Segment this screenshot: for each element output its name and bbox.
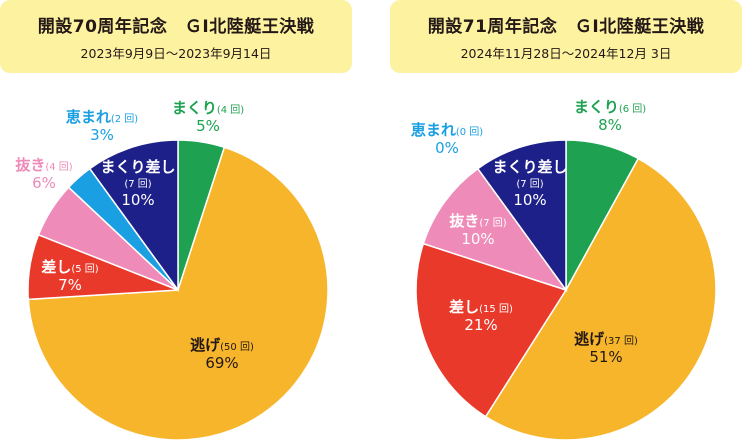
slice-pct-2023-2: 7%: [58, 276, 82, 294]
chart-header-2024: 開設71周年記念 ＧⅠ北陸艇王決戦 2024年11月28日～2024年12月 3…: [390, 0, 742, 73]
slice-name-2023-5: まくり差し: [100, 158, 175, 176]
pie-label-2023-5: まくり差し (7 回)10%: [100, 158, 175, 209]
pie-label-2024-2: 差し(15 回)21%: [449, 298, 513, 334]
slice-pct-2024-4: 0%: [435, 139, 459, 157]
pie-label-2024-0: まくり(6 回)8%: [574, 98, 646, 134]
slice-pct-2023-4: 3%: [90, 126, 114, 144]
slice-count-2024-5: (7 回): [516, 178, 543, 190]
chart-subtitle-2024: 2024年11月28日～2024年12月 3日: [460, 46, 672, 61]
pie-slice-2024-5: [476, 139, 567, 293]
chart-subtitle-2023: 2023年9月9日～2023年9月14日: [80, 46, 272, 61]
chart-header-2023: 開設70周年記念 ＧⅠ北陸艇王決戦 2023年9月9日～2023年9月14日: [0, 0, 352, 73]
pie-slice-2024-3: [422, 167, 568, 292]
slice-name-2024-3: 抜き(7 回): [449, 212, 506, 230]
pie-slice-2024-1: [484, 157, 717, 440]
slice-pct-2023-3: 6%: [32, 174, 56, 192]
slice-pct-2024-3: 10%: [461, 230, 494, 248]
slice-name-2024-0: まくり(6 回): [574, 98, 646, 116]
pie-label-2024-3: 抜き(7 回)10%: [449, 212, 506, 248]
slice-name-2023-1: 逃げ(50 回): [190, 336, 254, 354]
slice-pct-2024-2: 21%: [464, 316, 497, 334]
pie-label-2024-4: 恵まれ(0 回)0%: [411, 121, 483, 157]
pie-slice-2024-2: [415, 242, 568, 418]
pie-label-2024-1: 逃げ(37 回)51%: [574, 330, 638, 366]
slice-name-2024-1: 逃げ(37 回): [574, 330, 638, 348]
slice-count-2023-5: (7 回): [124, 178, 151, 190]
chart-title-2023: 開設70周年記念 ＧⅠ北陸艇王決戦: [37, 17, 315, 37]
slice-pct-2023-1: 69%: [205, 354, 238, 372]
slice-pct-2024-0: 8%: [598, 116, 622, 134]
slice-name-2023-4: 恵まれ(2 回): [66, 108, 138, 126]
pie-slice-2023-5: [88, 139, 179, 293]
pie-label-2023-1: 逃げ(50 回)69%: [190, 336, 254, 372]
slice-name-2024-5: まくり差し: [492, 158, 567, 176]
slice-pct-2024-1: 51%: [589, 348, 622, 366]
slice-name-2024-4: 恵まれ(0 回): [411, 121, 483, 139]
slice-pct-2023-5: 10%: [121, 191, 154, 209]
slice-name-2023-0: まくり(4 回): [172, 99, 244, 117]
pie-label-2023-0: まくり(4 回)5%: [172, 99, 244, 135]
slice-name-2023-2: 差し(5 回): [41, 258, 98, 276]
slice-pct-2023-0: 5%: [196, 117, 220, 135]
slice-name-2023-3: 抜き(4 回): [15, 156, 72, 174]
slice-name-2024-2: 差し(15 回): [449, 298, 513, 316]
pie-label-2023-3: 抜き(4 回)6%: [15, 156, 72, 192]
pie-label-2023-4: 恵まれ(2 回)3%: [66, 108, 138, 144]
pie-slice-2023-1: [27, 146, 329, 440]
chart-title-2024: 開設71周年記念 ＧⅠ北陸艇王決戦: [427, 17, 705, 37]
slice-pct-2024-5: 10%: [513, 191, 546, 209]
pie-label-2023-2: 差し(5 回)7%: [41, 258, 98, 294]
pie-label-2024-5: まくり差し (7 回)10%: [492, 158, 567, 209]
